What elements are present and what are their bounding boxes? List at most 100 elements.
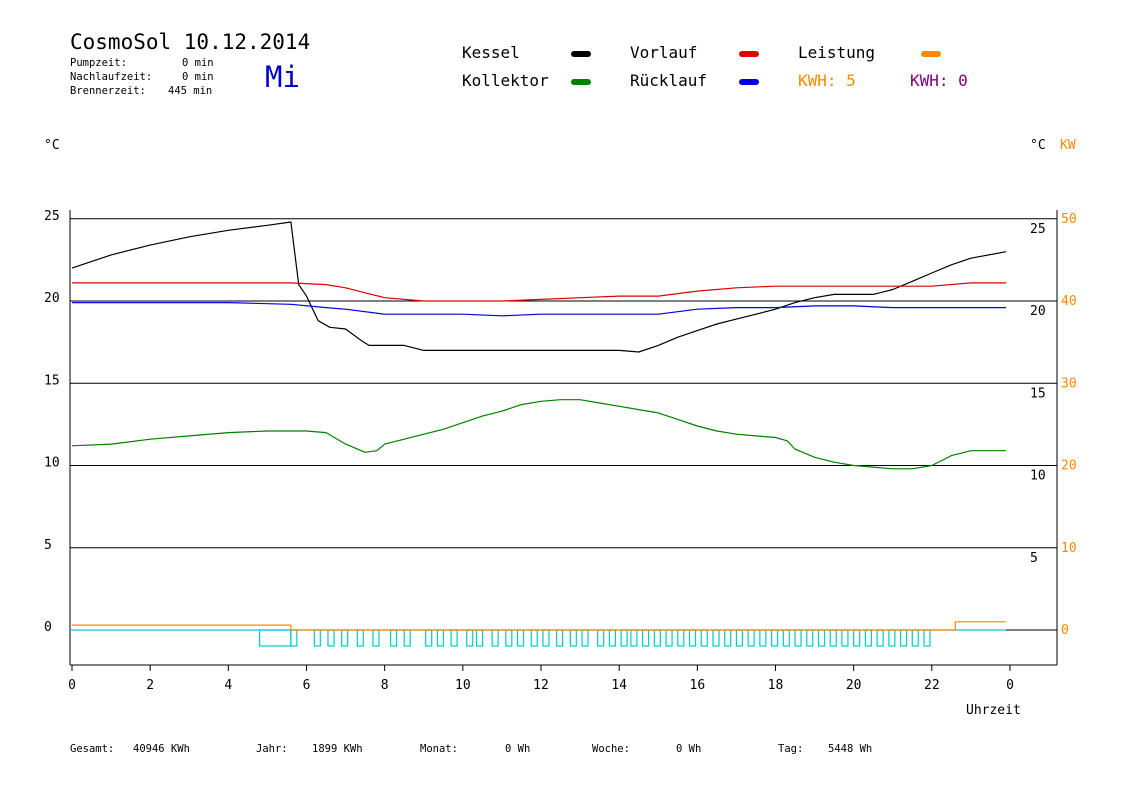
right-tick-label: 10 <box>1030 469 1046 484</box>
pump-cycle <box>817 629 826 647</box>
info-brennerzeit-label: Brennerzeit: <box>70 85 146 97</box>
x-tick-label: 0 <box>1006 678 1014 693</box>
pump-cycle <box>475 629 484 647</box>
pump-cycle <box>466 629 474 647</box>
pump-cycle <box>712 629 720 647</box>
legend-kessel-label: Kessel <box>462 43 520 62</box>
legend-ruecklauf-label: Rücklauf <box>630 71 708 90</box>
right-axis-unit: °C <box>1030 138 1046 153</box>
series-leistung <box>72 621 1007 631</box>
x-tick-label: 20 <box>846 678 862 693</box>
footer-jahr-value: 1899 KWh <box>312 743 363 755</box>
pump-cycle <box>688 629 697 647</box>
pump-cycle <box>899 629 908 647</box>
legend-leistung-label: Leistung <box>798 43 876 62</box>
x-tick-label: 14 <box>611 678 627 693</box>
pump-cycle <box>653 629 661 647</box>
pump-cycle <box>505 629 513 647</box>
info-pumpzeit: Pumpzeit: <box>70 57 127 69</box>
pump-cycle <box>806 629 814 647</box>
info-brennerzeit-value: 445 min <box>168 85 213 97</box>
left-tick-label: 10 <box>44 456 60 471</box>
legend-kwh-purple: KWH: 0 <box>910 71 968 90</box>
footer-gesamt-label: Gesamt: <box>70 743 115 755</box>
legend-kessel-swatch <box>571 51 591 57</box>
pump-cycle <box>747 629 755 647</box>
x-axis-ticks: 0 2 4 6 8 10 12 14 16 18 20 22 0 <box>68 665 1014 693</box>
weekday-label: Mi <box>265 60 300 94</box>
pump-cycle <box>581 629 589 647</box>
footer-gesamt-value: 40946 KWh <box>133 743 190 755</box>
footer-tag-label: Tag: <box>778 743 804 755</box>
left-axis-unit: °C <box>44 138 60 153</box>
legend-kwh-orange: KWH: 5 <box>798 71 856 90</box>
pump-cycle <box>841 629 849 647</box>
x-tick-label: 6 <box>303 678 311 693</box>
series-kessel <box>71 221 1007 353</box>
legend-kollektor-swatch <box>571 79 591 85</box>
pump-cycle <box>642 629 650 647</box>
kw-tick-label: 10 <box>1061 541 1077 556</box>
right-axis-kw-unit: KW <box>1060 138 1076 153</box>
x-tick-label: 16 <box>690 678 706 693</box>
pump-cycle <box>620 629 628 647</box>
legend-vorlauf-swatch <box>739 51 759 57</box>
pump-cycle <box>259 629 292 647</box>
x-tick-label: 18 <box>768 678 784 693</box>
pump-cycle <box>569 629 577 647</box>
pump-cycle <box>450 629 458 647</box>
pump-cycle <box>888 629 896 647</box>
pump-cycle <box>700 629 708 647</box>
footer-woche-value: 0 Wh <box>676 743 702 755</box>
x-axis-label: Uhrzeit <box>966 703 1021 718</box>
pump-cycle <box>356 629 364 647</box>
right-tick-label: 5 <box>1030 551 1038 566</box>
pump-cycle <box>724 629 732 647</box>
pump-cycle <box>313 629 321 647</box>
right-tick-label: 20 <box>1030 304 1046 319</box>
pump-cycle <box>491 629 499 647</box>
footer-monat-value: 0 Wh <box>505 743 531 755</box>
pump-cycle <box>794 629 802 647</box>
pump-cycle <box>290 629 298 647</box>
pump-cycle <box>735 629 744 647</box>
left-tick-label: 15 <box>44 373 60 388</box>
footer-woche-label: Woche: <box>592 743 630 755</box>
x-tick-label: 22 <box>924 678 940 693</box>
pump-cycles <box>70 629 1007 647</box>
pump-cycle <box>923 629 931 647</box>
footer-jahr-label: Jahr: <box>256 743 288 755</box>
pump-cycle <box>782 629 790 647</box>
pump-cycle <box>403 629 411 647</box>
pump-cycle <box>829 629 837 647</box>
left-tick-label: 25 <box>44 209 60 224</box>
pump-cycle <box>436 629 445 647</box>
kw-tick-label: 0 <box>1061 623 1069 638</box>
info-nachlaufzeit-value: 0 min <box>182 71 214 83</box>
kw-tick-label: 30 <box>1061 376 1077 391</box>
pump-cycle <box>665 629 673 647</box>
legend-ruecklauf-swatch <box>739 79 759 85</box>
series-ruecklauf <box>72 302 1007 317</box>
pump-cycle <box>327 629 335 647</box>
pump-cycle <box>425 629 433 647</box>
x-tick-label: 0 <box>68 678 76 693</box>
pump-cycle <box>556 629 564 647</box>
pump-cycle <box>853 629 861 647</box>
footer-monat-label: Monat: <box>420 743 458 755</box>
info-pumpzeit-value: 0 min <box>182 57 214 69</box>
left-tick-label: 5 <box>44 538 52 553</box>
pump-cycle <box>770 629 779 647</box>
footer-tag-value: 5448 Wh <box>828 743 873 755</box>
pump-cycle <box>864 629 872 647</box>
right-tick-label: 15 <box>1030 386 1046 401</box>
right-tick-label: 25 <box>1030 222 1046 237</box>
left-tick-label: 20 <box>44 291 60 306</box>
left-tick-label: 0 <box>44 620 52 635</box>
pump-cycle <box>389 629 398 647</box>
kw-tick-label: 50 <box>1061 212 1077 227</box>
pump-cycle <box>608 629 616 647</box>
x-tick-label: 12 <box>533 678 549 693</box>
